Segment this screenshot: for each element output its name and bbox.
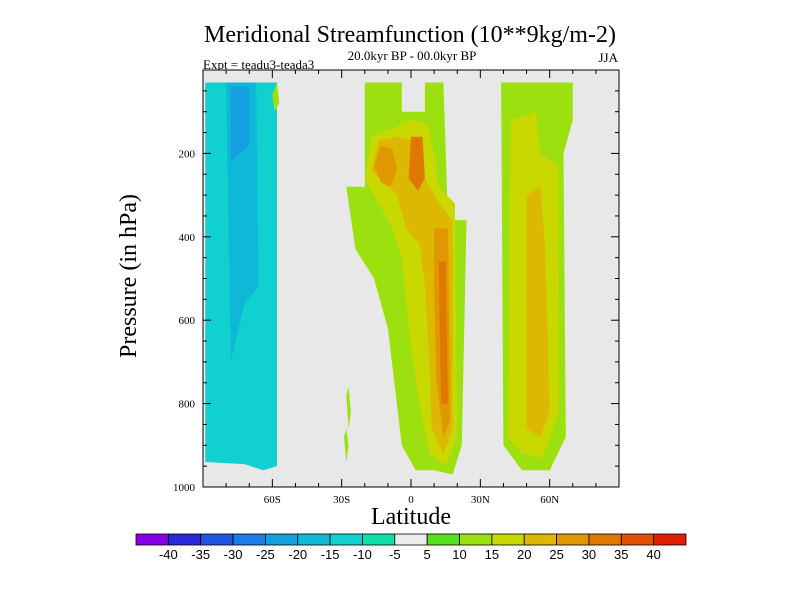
colorbar-box [653, 533, 687, 546]
y-tick-label: 600 [179, 315, 196, 327]
contour-pos-high-lat-south-sliver [272, 82, 280, 112]
colorbar-label: 20 [517, 547, 531, 562]
colorbar-label: 30 [582, 547, 596, 562]
colorbar-box [523, 533, 557, 546]
season-label: JJA [598, 50, 618, 65]
colorbar: -40 -35 -30 -25 -20 -15 -10 -5 5 10 15 20 25 30 35 40 [135, 533, 687, 562]
y-axis-label: Pressure (in hPa) [116, 194, 142, 358]
x-tick-label: 30N [471, 494, 490, 506]
x-tick-label: 60N [540, 494, 559, 506]
plot-area [203, 70, 619, 487]
contour-neg-band-south-core [230, 86, 250, 162]
chart-subtitle: 20.0kyr BP - 00.0kyr BP [348, 48, 477, 63]
colorbar-box [620, 533, 655, 546]
axes: 60S 30S 0 30N 60N 200 400 600 800 1000 [173, 69, 620, 506]
colorbar-label: -20 [288, 547, 307, 562]
colorbar-label: 35 [614, 547, 628, 562]
colorbar-box [135, 533, 169, 546]
colorbar-label: 10 [452, 547, 466, 562]
colorbar-box [491, 533, 525, 546]
colorbar-box [426, 533, 460, 546]
contour-pos-tropic-peak-north [438, 261, 448, 404]
colorbar-box [588, 533, 622, 546]
colorbar-box [362, 533, 396, 546]
colorbar-label: -25 [256, 547, 275, 562]
colorbar-box [297, 533, 331, 546]
contour-pos-tropic-inner [371, 136, 453, 454]
colorbar-box [167, 533, 202, 546]
colorbar-label: -35 [191, 547, 210, 562]
x-tick-label: 30S [333, 494, 350, 506]
contour-pos-tropic-peak-upper [408, 136, 425, 191]
colorbar-box [556, 533, 590, 546]
colorbar-label: -5 [389, 547, 401, 562]
colorbar-label: 40 [646, 547, 660, 562]
x-tick-label: 0 [408, 494, 414, 506]
contour-pos-neg-sliver [346, 386, 351, 429]
contour-pos-tropic-core-upper [374, 145, 398, 187]
experiment-label: Expt = teadu3-teada3 [203, 57, 314, 72]
colorbar-label: 15 [485, 547, 499, 562]
x-tick-label: 60S [264, 494, 281, 506]
colorbar-box [265, 533, 299, 546]
x-axis-label: Latitude [371, 504, 451, 530]
contour-pos-south-lower-east [344, 428, 349, 462]
colorbar-label: -40 [159, 547, 178, 562]
colorbar-box [459, 533, 493, 546]
y-tick-label: 800 [179, 399, 196, 411]
colorbar-label: 25 [549, 547, 563, 562]
colorbar-box [232, 533, 266, 546]
colorbar-label: 5 [424, 547, 431, 562]
colorbar-box [394, 533, 428, 546]
y-tick-label: 200 [179, 148, 196, 160]
contour-pos-ne-core [526, 186, 550, 437]
colorbar-label: -15 [321, 547, 340, 562]
chart-title: Meridional Streamfunction (10**9kg/m-2) [204, 22, 616, 48]
colorbar-box [200, 533, 234, 546]
colorbar-label: -30 [224, 547, 243, 562]
y-tick-label: 400 [179, 232, 196, 244]
colorbar-label: -10 [353, 547, 372, 562]
colorbar-box [329, 533, 363, 546]
y-tick-label: 1000 [173, 482, 196, 494]
